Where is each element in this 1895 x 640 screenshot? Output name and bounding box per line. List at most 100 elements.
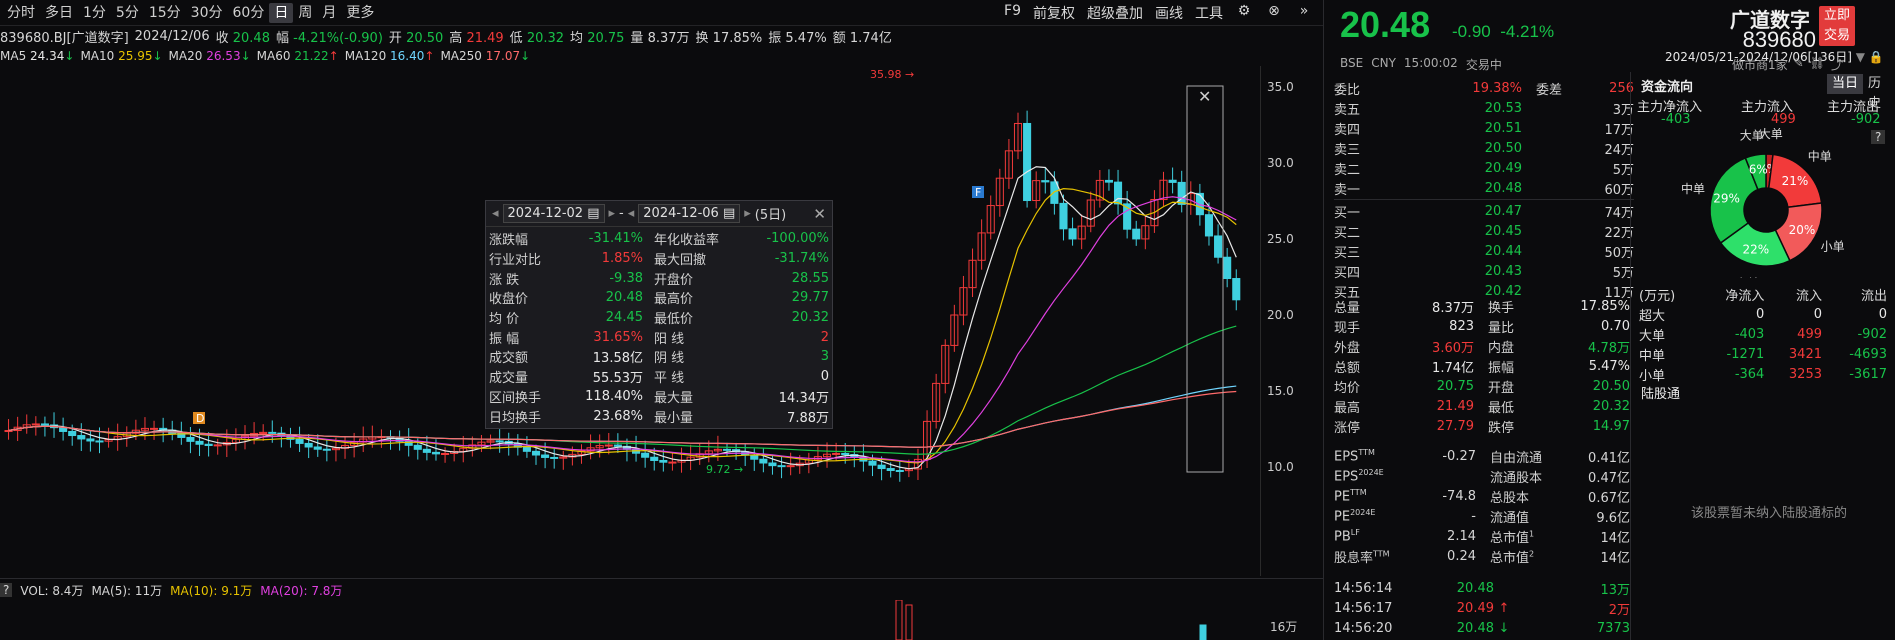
- orderbook-row[interactable]: 卖五 20.53 3万: [1334, 98, 1634, 118]
- fund-label: PBLF: [1334, 528, 1396, 544]
- trade-now-button[interactable]: 立即交易: [1819, 6, 1855, 46]
- ma-legend: MA5 24.34↓ MA10 25.95↓ MA20 26.53↓ MA60 21.…: [0, 48, 530, 64]
- popup-label: 阴 线: [646, 347, 744, 367]
- f9-button[interactable]: F9: [1004, 3, 1021, 23]
- ma-arrow: ↑: [329, 49, 339, 63]
- tab-period[interactable]: 月: [317, 3, 341, 23]
- pie-pct: 6%: [1749, 163, 1768, 177]
- popup-row: 行业对比 1.85% 最大回撤 -31.74%: [486, 249, 832, 269]
- low-label: 低: [510, 31, 523, 46]
- orderbook-row[interactable]: 买四 20.43 5万: [1334, 261, 1634, 281]
- gear-icon[interactable]: ⚙: [1235, 3, 1253, 23]
- candle: [769, 463, 776, 466]
- orderbook-row[interactable]: 卖一 20.48 60万: [1334, 178, 1634, 198]
- tab-period[interactable]: 1分: [78, 3, 111, 23]
- from-date-input[interactable]: 2024-12-02 ▤: [503, 204, 605, 223]
- close-value: 20.48: [233, 31, 270, 46]
- swing-value: 5.47%: [785, 31, 826, 46]
- link-icon[interactable]: ⛓: [1810, 56, 1825, 73]
- tab-period[interactable]: 周: [293, 3, 317, 23]
- close-icon[interactable]: ✕: [1198, 87, 1211, 106]
- orderbook-row[interactable]: 买三 20.44 50万: [1334, 241, 1634, 261]
- level-price: 20.45: [1452, 224, 1522, 239]
- tick-list[interactable]: 14:56:14 20.48 13万 14:56:17 20.49 ↑ 2万 14:56:20…: [1334, 578, 1630, 638]
- candle: [96, 441, 103, 442]
- fund-value: 9.6亿: [1558, 507, 1630, 526]
- share-icon[interactable]: ⤴: [1831, 56, 1843, 73]
- close-icon[interactable]: ✕: [813, 205, 826, 223]
- tab-today[interactable]: 当日: [1827, 74, 1863, 94]
- fund-label: 总市值1: [1480, 527, 1558, 546]
- popup-row: 区间换手 118.40% 最大量 14.34万: [486, 387, 832, 407]
- ma-label: MA20: [169, 49, 203, 63]
- tab-period[interactable]: 60分: [228, 3, 270, 23]
- tab-period[interactable]: 分时: [2, 3, 40, 23]
- selection-box[interactable]: [1187, 86, 1223, 472]
- to-date: 2024-12-06: [643, 206, 719, 221]
- col-net: 净流入: [1701, 284, 1768, 304]
- candle: [542, 455, 549, 457]
- candle: [660, 460, 667, 462]
- popup-value: 55.53万: [566, 367, 646, 387]
- tab-period[interactable]: 30分: [186, 3, 228, 23]
- ma-value: 24.34: [30, 49, 64, 63]
- popup-label: 开盘价: [646, 268, 744, 288]
- draw-button[interactable]: 画线: [1155, 3, 1183, 23]
- orderbook-row[interactable]: 卖二 20.49 5万: [1334, 158, 1634, 178]
- ma-item: MA250 17.07↓: [440, 49, 530, 63]
- candle: [1215, 236, 1222, 257]
- tools-button[interactable]: 工具: [1195, 3, 1223, 23]
- axis-tick: 35.0: [1267, 80, 1294, 94]
- overlay-button[interactable]: 超级叠加: [1087, 3, 1143, 23]
- level-price: 20.44: [1452, 244, 1522, 259]
- tab-period[interactable]: 更多: [341, 3, 379, 23]
- tab-history[interactable]: 历史: [1863, 74, 1895, 94]
- vol-text: VOL: 8.4万: [20, 582, 83, 599]
- fund-label-text: PE: [1334, 509, 1350, 524]
- to-date-input[interactable]: 2024-12-06 ▤: [638, 204, 740, 223]
- tab-period[interactable]: 5分: [111, 3, 144, 23]
- flow-label: 中单: [1639, 344, 1701, 364]
- close-label: 收: [216, 31, 229, 46]
- help-icon[interactable]: ?: [1871, 130, 1885, 144]
- candle: [1224, 257, 1231, 278]
- stat-value: 823: [1384, 319, 1480, 334]
- popup-value: -9.38: [566, 268, 646, 288]
- orderbook-row[interactable]: 买二 20.45 22万: [1334, 221, 1634, 241]
- tab-period[interactable]: 日: [269, 3, 293, 23]
- ma-arrow: ↓: [520, 49, 530, 63]
- help-icon[interactable]: ?: [0, 583, 12, 597]
- level-qty: 17万: [1522, 119, 1634, 138]
- candle: [60, 428, 67, 432]
- money-flow-title: 资金流向: [1641, 76, 1693, 95]
- avg-value: 20.75: [587, 31, 624, 46]
- flow-value: 0: [1826, 304, 1891, 324]
- fund-label-sup: 2: [1529, 549, 1534, 558]
- candle: [305, 443, 312, 447]
- stat-label: 涨停: [1334, 417, 1384, 436]
- orderbook-row[interactable]: 买一 20.47 74万: [1334, 201, 1634, 221]
- level-label: 卖五: [1334, 99, 1452, 118]
- level-qty: 24万: [1522, 139, 1634, 158]
- tick-time: 14:56:20: [1334, 621, 1414, 636]
- tick-arrow: ↓: [1494, 621, 1514, 636]
- fund-value: 0.24: [1396, 549, 1480, 564]
- popup-label: 涨跌幅: [486, 229, 566, 249]
- collapse-icon[interactable]: »: [1295, 3, 1313, 23]
- orderbook-row[interactable]: 卖四 20.51 17万: [1334, 118, 1634, 138]
- fund-label: 自由流通: [1480, 447, 1558, 466]
- stat-row: 总量 8.37万 换手 17.85%: [1334, 296, 1630, 316]
- popup-header: ◂ 2024-12-02 ▤ ▸ - ◂ 2024-12-06 ▤ ▸ (5日)…: [486, 201, 832, 227]
- day-count: (5日): [755, 204, 786, 223]
- orderbook-row[interactable]: 卖三 20.50 24万: [1334, 138, 1634, 158]
- tab-period[interactable]: 多日: [40, 3, 78, 23]
- flow-value: 499: [1768, 324, 1826, 344]
- candle: [778, 466, 785, 467]
- stat-value: 14.97: [1530, 419, 1630, 434]
- flow-value: -1271: [1701, 344, 1768, 364]
- edit-icon[interactable]: ✎: [1794, 56, 1804, 73]
- adjust-button[interactable]: 前复权: [1033, 3, 1075, 23]
- axis-tick: 30.0: [1267, 156, 1294, 170]
- tab-period[interactable]: 15分: [144, 3, 186, 23]
- close-circle-icon[interactable]: ⊗: [1265, 3, 1283, 23]
